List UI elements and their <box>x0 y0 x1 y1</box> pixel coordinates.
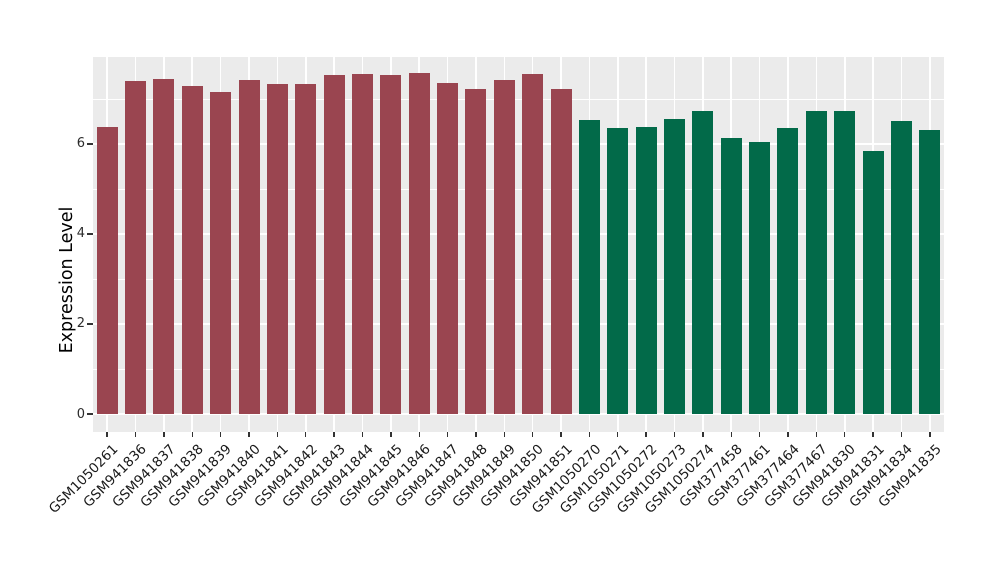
x-tick-mark <box>390 432 392 437</box>
x-tick-mark <box>163 432 165 437</box>
x-tick-mark <box>900 432 903 437</box>
bar-GSM941839 <box>210 92 232 414</box>
y-tick-mark <box>87 143 93 145</box>
x-tick-mark <box>872 432 874 437</box>
x-tick-mark <box>929 432 931 437</box>
plot-panel <box>93 57 944 432</box>
bar-GSM941843 <box>323 75 345 414</box>
x-tick-mark <box>560 432 562 437</box>
x-tick-mark <box>446 432 449 437</box>
bar-GSM941836 <box>125 81 147 414</box>
bar-GSM941849 <box>493 80 515 414</box>
x-tick-mark <box>361 432 364 437</box>
bar-GSM941840 <box>238 79 260 414</box>
x-tick-mark <box>418 432 420 437</box>
x-tick-mark <box>787 432 789 437</box>
x-tick-mark <box>588 432 591 437</box>
x-tick-mark <box>191 432 193 437</box>
y-tick-label: 2 <box>76 316 85 332</box>
y-tick-label: 4 <box>76 226 85 242</box>
minor-gridline <box>93 278 944 280</box>
x-tick-mark <box>617 432 619 437</box>
x-tick-mark <box>219 432 222 437</box>
major-gridline <box>93 323 944 325</box>
bar-GSM1050261 <box>96 126 118 414</box>
bar-GSM1050270 <box>578 120 600 414</box>
x-tick-mark <box>844 432 846 437</box>
bar-GSM941844 <box>351 73 373 414</box>
major-gridline <box>93 143 944 145</box>
minor-gridline <box>93 98 944 100</box>
x-tick-mark <box>503 432 505 437</box>
bar-GSM377464 <box>777 128 799 414</box>
x-tick-mark <box>758 432 761 437</box>
bar-GSM941847 <box>437 82 459 414</box>
minor-gridline <box>93 188 944 190</box>
bar-GSM941850 <box>522 73 544 414</box>
minor-gridline <box>93 368 944 370</box>
x-tick-mark <box>276 432 279 437</box>
x-tick-mark <box>333 432 335 437</box>
x-tick-mark <box>702 432 704 437</box>
x-tick-mark <box>475 432 477 437</box>
bar-GSM1050273 <box>664 118 686 414</box>
x-tick-mark <box>134 432 137 437</box>
x-tick-mark <box>305 432 307 437</box>
x-tick-mark <box>248 432 250 437</box>
bar-GSM1050274 <box>692 110 714 414</box>
bar-GSM377467 <box>805 111 827 414</box>
y-tick-mark <box>87 413 93 415</box>
bar-GSM941851 <box>550 88 572 414</box>
bar-GSM941837 <box>153 78 175 414</box>
bar-GSM941838 <box>181 85 203 414</box>
x-tick-mark <box>730 432 732 437</box>
major-gridline <box>93 413 944 415</box>
bar-GSM941831 <box>862 150 884 414</box>
bar-GSM1050271 <box>607 128 629 414</box>
bar-GSM941834 <box>890 120 912 414</box>
bar-GSM377461 <box>749 142 771 414</box>
x-tick-mark <box>815 432 818 437</box>
bar-GSM941830 <box>834 111 856 414</box>
x-tick-mark <box>673 432 676 437</box>
bar-GSM941841 <box>266 84 288 414</box>
bar-GSM941835 <box>919 129 941 414</box>
x-tick-mark <box>106 432 108 437</box>
x-tick-mark <box>645 432 647 437</box>
bar-GSM1050272 <box>635 126 657 414</box>
bar-GSM941846 <box>408 73 430 414</box>
y-tick-label: 0 <box>76 406 85 422</box>
bar-GSM941848 <box>465 89 487 414</box>
bar-GSM941842 <box>295 83 317 414</box>
bar-GSM941845 <box>380 74 402 414</box>
y-tick-label: 6 <box>76 136 85 152</box>
y-tick-mark <box>87 233 93 235</box>
x-tick-mark <box>531 432 534 437</box>
bar-GSM377458 <box>720 138 742 414</box>
major-gridline <box>93 233 944 235</box>
y-tick-mark <box>87 323 93 325</box>
